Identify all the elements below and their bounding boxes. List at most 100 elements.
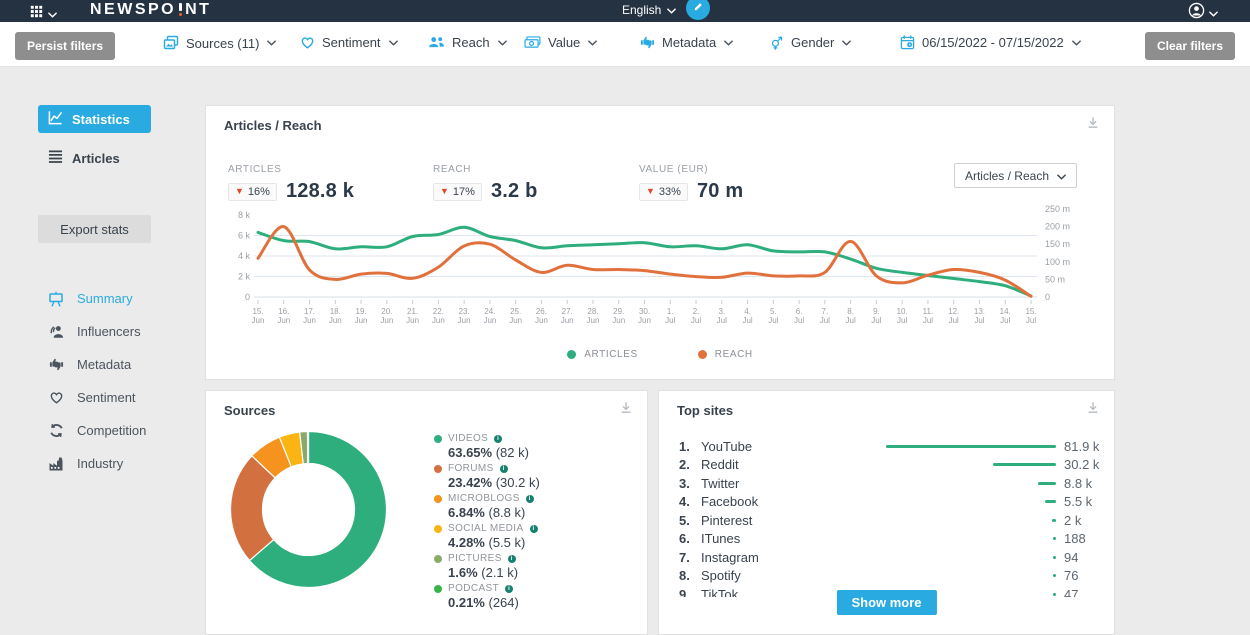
source-percentage: 23.42% [448, 475, 492, 490]
filter-gender[interactable]: Gender [770, 35, 851, 50]
legend-item-reach[interactable]: REACH [698, 349, 753, 360]
user-icon [1188, 2, 1205, 24]
download-icon[interactable] [619, 401, 633, 420]
svg-text:0: 0 [1045, 292, 1050, 302]
sidebar-item-metadata[interactable]: Metadata [47, 348, 190, 381]
chevron-down-icon [1209, 4, 1218, 22]
svg-text:Jun: Jun [638, 316, 651, 325]
site-rank: 4. [679, 494, 701, 509]
legend-dot [567, 350, 576, 359]
sidebar-item-competition[interactable]: Competition [47, 414, 190, 447]
info-icon[interactable]: i [500, 465, 508, 473]
legend-item-articles[interactable]: ARTICLES [567, 349, 638, 360]
site-value: 76 [1064, 568, 1078, 583]
stat-value: 128.8 k [286, 180, 354, 203]
filter-reach[interactable]: Reach [428, 35, 507, 50]
site-rank: 1. [679, 439, 701, 454]
sidebar-tab-statistics[interactable]: Statistics [38, 105, 151, 133]
export-stats-button[interactable]: Export stats [38, 215, 151, 243]
source-type-label: PODCAST [448, 583, 499, 594]
donut-slice-podcast [307, 432, 308, 464]
svg-text:Jul: Jul [665, 316, 675, 325]
sidebar-item-label: Sentiment [77, 390, 136, 405]
download-icon[interactable] [1086, 401, 1100, 420]
svg-text:12.: 12. [948, 307, 959, 316]
svg-text:16.: 16. [278, 307, 289, 316]
articles-reach-card: Articles / Reach ARTICLES ▼16% 128.8 k R… [205, 105, 1115, 380]
info-icon[interactable]: i [530, 525, 538, 533]
info-icon[interactable]: i [505, 585, 513, 593]
chevron-down-icon [1057, 169, 1066, 183]
gender-icon [770, 36, 784, 50]
svg-text:Jun: Jun [612, 316, 625, 325]
chevron-down-icon [389, 40, 398, 46]
sidebar-item-industry[interactable]: Industry [47, 447, 190, 480]
info-icon[interactable]: i [526, 495, 534, 503]
info-icon[interactable]: i [508, 555, 516, 563]
legend-dot [434, 435, 442, 443]
site-name: Reddit [701, 457, 739, 472]
filter-metadata[interactable]: Metadata [640, 35, 733, 50]
svg-text:Jun: Jun [406, 316, 419, 325]
svg-text:Jun: Jun [587, 316, 600, 325]
svg-text:23.: 23. [459, 307, 470, 316]
sidebar-item-label: Industry [77, 456, 123, 471]
site-name: YouTube [701, 439, 752, 454]
persist-filters-button[interactable]: Persist filters [15, 32, 115, 60]
top-bar: NEWSPO NT English [0, 0, 1250, 22]
legend-dot [434, 525, 442, 533]
svg-text:9.: 9. [873, 307, 880, 316]
filter-daterange[interactable]: 06/15/2022 - 07/15/2022 [900, 35, 1081, 50]
legend-dot [698, 350, 707, 359]
svg-text:Jun: Jun [535, 316, 548, 325]
waffle-icon [30, 5, 43, 23]
compose-button[interactable] [686, 0, 710, 20]
info-icon[interactable]: i [494, 435, 502, 443]
logo-text-suffix: NT [185, 1, 211, 19]
svg-text:Jul: Jul [820, 316, 830, 325]
clear-filters-button[interactable]: Clear filters [1145, 32, 1235, 60]
card-title: Sources [224, 403, 275, 418]
legend-label: ARTICLES [584, 349, 638, 360]
linechart-icon [48, 110, 63, 128]
language-selector[interactable]: English [622, 3, 676, 17]
chart-view-select[interactable]: Articles / Reach [954, 163, 1077, 188]
sidebar-item-sentiment[interactable]: Sentiment [47, 381, 190, 414]
show-more-button[interactable]: Show more [836, 590, 936, 615]
svg-text:5.: 5. [770, 307, 777, 316]
svg-text:15.: 15. [252, 307, 263, 316]
money-icon [524, 36, 541, 49]
sidebar-item-influencers[interactable]: Influencers [47, 315, 190, 348]
filter-sources[interactable]: Sources (11) [163, 35, 276, 51]
svg-text:Jun: Jun [561, 316, 574, 325]
chevron-down-icon [724, 40, 733, 46]
source-percentage: 0.21% [448, 595, 485, 610]
filter-sentiment[interactable]: Sentiment [300, 35, 398, 50]
site-value-bar [1053, 537, 1056, 540]
card-title: Top sites [677, 403, 733, 418]
svg-text:24.: 24. [484, 307, 495, 316]
site-rank: 3. [679, 476, 701, 491]
svg-text:26.: 26. [536, 307, 547, 316]
svg-text:29.: 29. [613, 307, 624, 316]
download-icon[interactable] [1086, 116, 1100, 135]
sidebar-item-summary[interactable]: Summary [47, 282, 190, 315]
svg-text:Jun: Jun [483, 316, 496, 325]
app-grid-menu[interactable] [30, 5, 57, 23]
profile-menu[interactable] [1188, 2, 1218, 24]
sidebar-tab-articles[interactable]: Articles [48, 146, 190, 170]
filter-value[interactable]: Value [524, 35, 597, 50]
source-percentage: 6.84% [448, 505, 485, 520]
